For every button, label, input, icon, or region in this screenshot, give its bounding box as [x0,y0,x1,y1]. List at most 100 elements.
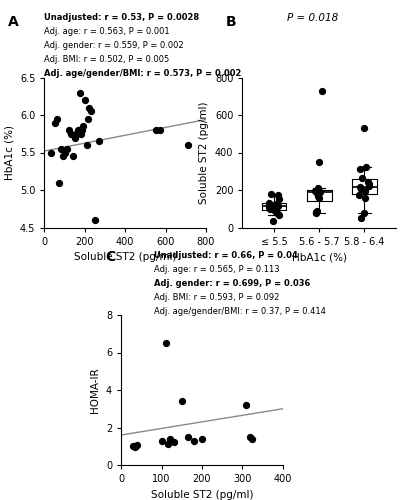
Point [76,126,82,134]
Point [185,141,191,149]
X-axis label: Soluble ST2 (pg/ml): Soluble ST2 (pg/ml) [74,252,177,262]
Point [85,114,91,122]
Y-axis label: Soluble ST2 (pg/ml): Soluble ST2 (pg/ml) [199,101,209,204]
Point [199,434,205,443]
Point [272,206,278,214]
Point [88,108,94,116]
Point [317,188,324,196]
Point [312,208,319,216]
X-axis label: HbA1c (%): HbA1c (%) [292,252,347,262]
Point [319,86,326,94]
Point [276,196,282,203]
Point [76,88,83,96]
Text: Adj. age/gender/BMI: r = 0.573, P = 0.002: Adj. age/gender/BMI: r = 0.573, P = 0.00… [44,68,242,78]
Y-axis label: HbA1c (%): HbA1c (%) [4,125,15,180]
Point [362,187,369,195]
Point [179,397,185,405]
Point [316,158,322,166]
Point [357,166,363,173]
Point [314,186,320,194]
Point [191,436,197,444]
Point [156,126,163,134]
Point [356,190,363,198]
Text: Adj. gender: r = 0.699, P = 0.036: Adj. gender: r = 0.699, P = 0.036 [154,279,310,288]
Text: B: B [226,15,237,29]
Text: C: C [105,250,115,264]
Point [84,141,90,149]
Point [360,124,367,132]
Point [358,214,364,222]
Point [185,433,191,441]
Point [249,434,256,443]
Point [267,205,274,213]
Point [276,212,282,220]
Point [57,145,64,153]
Point [73,130,79,138]
Point [162,339,169,347]
Point [362,194,368,202]
Point [315,192,322,200]
Point [59,152,66,160]
Point [67,130,74,138]
Point [272,201,278,209]
Point [243,401,250,409]
Point [86,104,92,112]
Point [361,208,368,216]
Point [366,182,372,190]
Point [61,148,68,156]
Point [72,134,78,141]
Point [158,436,165,444]
Point [134,442,141,450]
Point [358,185,364,193]
Y-axis label: HOMA-IR: HOMA-IR [90,367,100,413]
Point [92,216,98,224]
Point [314,189,320,197]
Text: P = 0.018: P = 0.018 [288,13,339,23]
Point [265,199,272,207]
Point [51,118,58,126]
Point [74,126,81,134]
Text: Adj. age/gender/BMI: r = 0.37, P = 0.414: Adj. age/gender/BMI: r = 0.37, P = 0.414 [154,307,325,316]
Point [47,148,54,156]
Point [63,145,70,153]
Point [130,442,137,450]
Point [313,208,319,216]
Point [274,190,281,198]
Point [78,126,85,134]
Point [359,174,366,182]
Point [356,183,363,191]
Text: Adj. gender: r = 0.559, P = 0.002: Adj. gender: r = 0.559, P = 0.002 [44,40,184,50]
Point [268,190,274,198]
Point [363,162,370,170]
Point [53,114,60,122]
Point [132,443,139,451]
Text: Unadjusted: r = 0.53, P = 0.0028: Unadjusted: r = 0.53, P = 0.0028 [44,12,200,22]
Point [166,434,173,443]
Point [275,202,281,210]
Point [74,130,80,138]
Text: Unadjusted: r = 0.66, P = 0.04: Unadjusted: r = 0.66, P = 0.04 [154,251,297,260]
X-axis label: Soluble ST2 (pg/ml): Soluble ST2 (pg/ml) [151,490,253,500]
Point [170,438,177,446]
Point [267,204,274,212]
Point [316,194,323,202]
Point [96,137,102,145]
Point [366,180,372,188]
Point [364,178,371,186]
Point [269,217,276,225]
Point [247,433,254,441]
Text: Adj. age: r = 0.563, P = 0.001: Adj. age: r = 0.563, P = 0.001 [44,26,170,36]
Point [69,152,76,160]
Text: Adj. BMI: r = 0.593, P = 0.092: Adj. BMI: r = 0.593, P = 0.092 [154,293,279,302]
Point [314,206,320,214]
Point [314,184,321,192]
Point [273,200,280,208]
Point [82,96,88,104]
Point [312,187,318,195]
Point [266,203,272,211]
Point [164,440,171,448]
Point [65,126,72,134]
Point [55,178,62,186]
Text: Adj. BMI: r = 0.502, P = 0.005: Adj. BMI: r = 0.502, P = 0.005 [44,54,170,64]
Point [80,122,86,130]
